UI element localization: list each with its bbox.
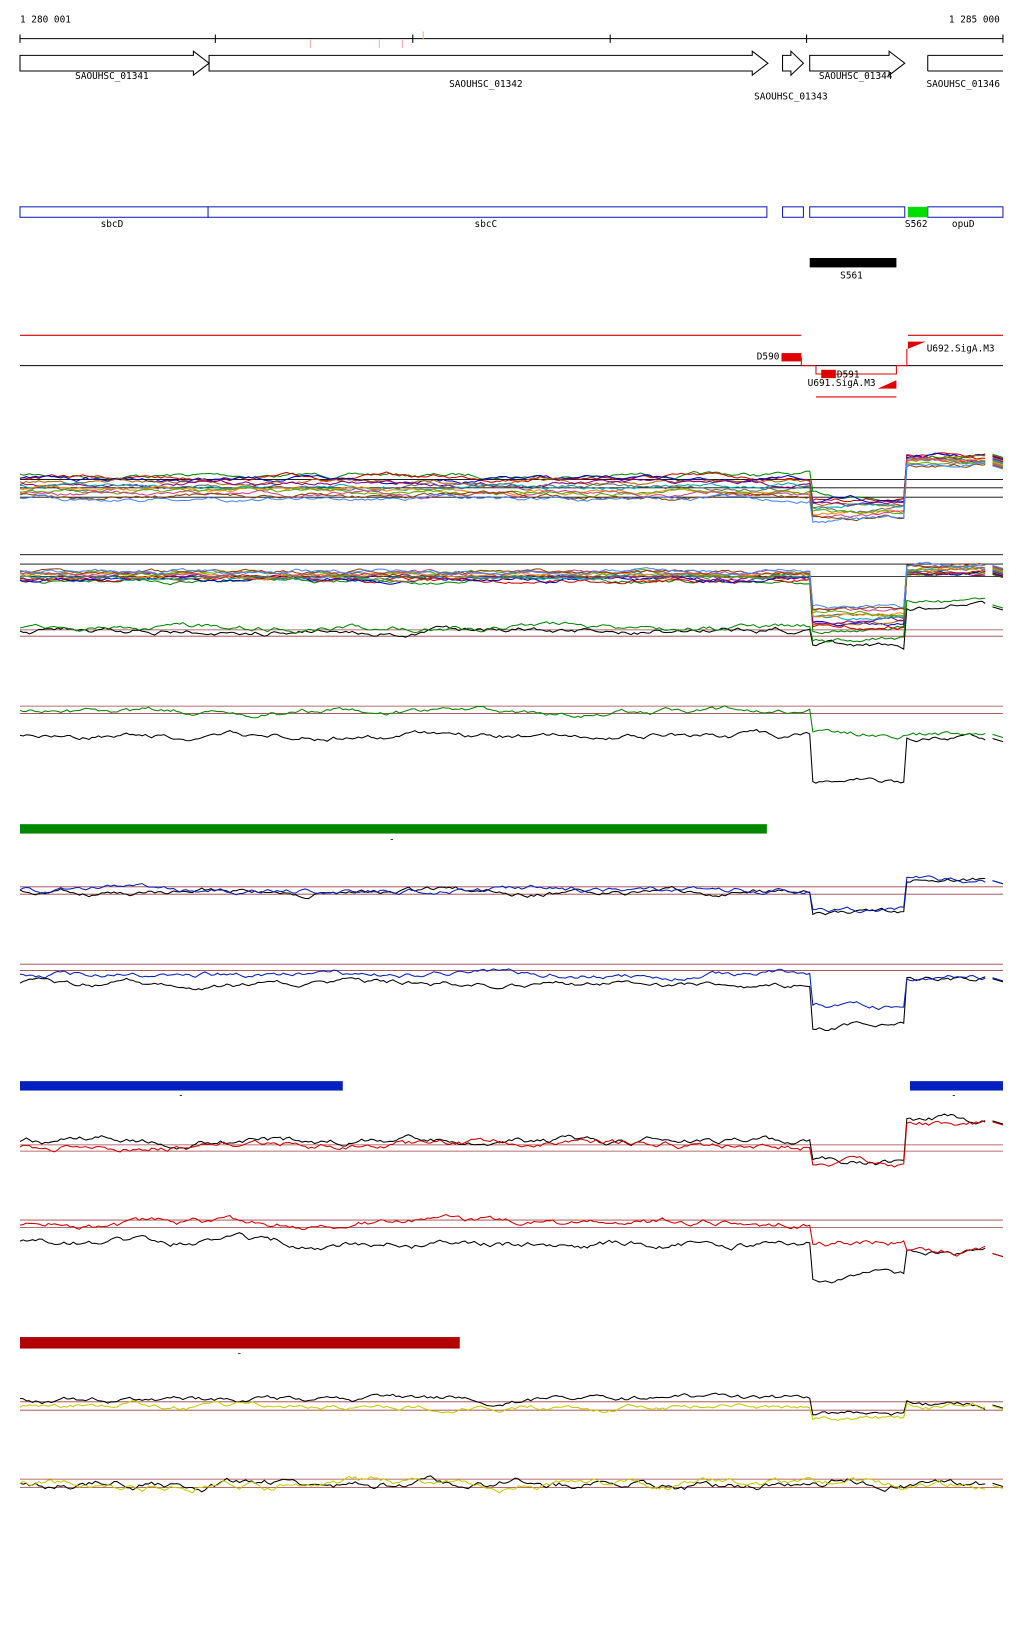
trace: [19, 705, 1004, 740]
trace: [19, 453, 1004, 503]
trace: [19, 877, 1004, 916]
labels: 1 280 001 1 285 000 SAOUHSC_01341 SAOUHS…: [20, 14, 1000, 1359]
trace: [19, 1400, 1004, 1421]
feature-label: sbcD: [101, 219, 124, 230]
trace: [19, 968, 1004, 1011]
gene-label: SAOUHSC_01346: [927, 79, 1001, 90]
feature-label: S561: [840, 270, 863, 281]
trace: [19, 875, 1004, 914]
segment-label: U691.SigA.M3: [808, 378, 876, 389]
trace: [19, 976, 1004, 1032]
coord-start: 1 280 001: [20, 14, 71, 25]
trace: [19, 600, 1004, 650]
segment-label: D591: [837, 370, 860, 381]
feature-label: sbcC: [475, 219, 498, 230]
trace: [19, 463, 1004, 522]
gene-label: SAOUHSC_01341: [75, 71, 149, 82]
trace: [19, 456, 1004, 514]
trace: [19, 597, 1004, 643]
segment-label: U692.SigA.M3: [927, 343, 995, 354]
expression-traces: [19, 452, 1004, 1494]
trace: [19, 570, 1004, 631]
trace: [19, 561, 1004, 609]
marker: -: [237, 1348, 243, 1359]
trace: [19, 728, 1004, 784]
gene-label: SAOUHSC_01344: [819, 71, 893, 82]
feature-label: S562: [905, 219, 928, 230]
trace: [19, 1475, 1004, 1494]
trace: [19, 1392, 1004, 1416]
feature-label: opuD: [952, 219, 975, 230]
trace: [19, 1232, 1004, 1284]
trace: [19, 457, 1004, 518]
coord-end: 1 285 000: [949, 14, 1000, 25]
trace: [19, 1120, 1004, 1168]
trace: [19, 1475, 1004, 1493]
gene-label: SAOUHSC_01343: [754, 92, 828, 103]
gene-label: SAOUHSC_01342: [449, 79, 522, 90]
trace: [19, 1213, 1004, 1258]
marker: -: [389, 834, 395, 845]
trace: [19, 462, 1004, 524]
layout: [19, 31, 1004, 1349]
trace: [19, 570, 1004, 625]
trace: [19, 452, 1004, 503]
marker: -: [178, 1090, 184, 1101]
marker: -: [951, 1090, 957, 1101]
trace: [19, 563, 1004, 612]
trace: [19, 565, 1004, 621]
segment-label: D590: [757, 352, 780, 363]
trace: [19, 452, 1004, 504]
